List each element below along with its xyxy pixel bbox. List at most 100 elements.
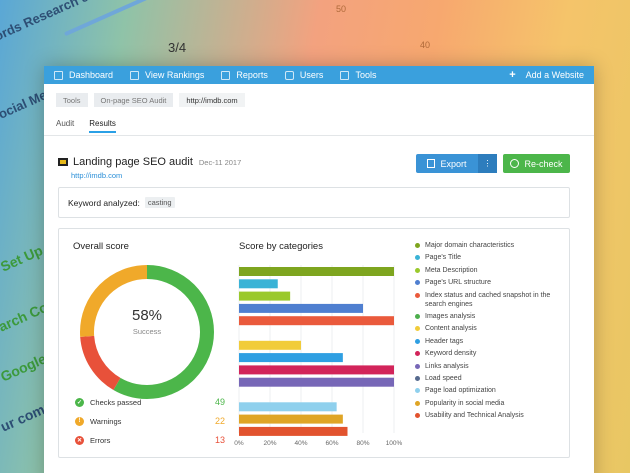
nav-label: View Rankings: [145, 70, 205, 80]
bar: [239, 365, 394, 375]
audit-url-link[interactable]: http://imdb.com: [71, 171, 123, 180]
nav-dashboard[interactable]: Dashboard: [54, 70, 113, 80]
nav-reports[interactable]: Reports: [221, 70, 268, 80]
legend-label: Usability and Technical Analysis: [425, 412, 524, 420]
legend-dot-icon: [415, 280, 420, 286]
legend-label: Load speed: [425, 374, 462, 382]
legend-item: Index status and cached snapshot in the …: [415, 291, 565, 309]
bar: [239, 279, 278, 289]
recheck-label: Re-check: [524, 158, 563, 169]
imdb-logo-icon: [58, 158, 68, 166]
score-status: Success: [132, 327, 162, 336]
overall-score-title: Overall score: [73, 241, 129, 252]
legend-label: Major domain characteristics: [425, 242, 515, 249]
x-tick-label: 60%: [325, 440, 338, 447]
x-tick-label: 80%: [356, 440, 369, 447]
results-panel: Overall score 58% Success ✓ Checks passe…: [58, 228, 570, 458]
x-tick-label: 100%: [386, 440, 403, 447]
app-window: Dashboard View Rankings Reports Users To…: [44, 66, 594, 473]
legend-item: Usability and Technical Analysis: [415, 411, 565, 420]
legend-label: Images analysis: [425, 312, 476, 320]
nav-label: Tools: [355, 70, 377, 80]
nav-view-rankings[interactable]: View Rankings: [130, 70, 204, 80]
bar: [239, 377, 394, 387]
categories-bar-chart: 0% 20% 40% 60% 80% 100%: [234, 265, 403, 447]
export-button[interactable]: Export ⋮: [416, 154, 497, 173]
legend-item: Page's URL structure: [415, 278, 565, 287]
legend-label: Links analysis: [425, 362, 469, 370]
x-tick-label: 0%: [234, 440, 244, 447]
legend-dot-icon: [415, 351, 420, 357]
export-icon: [427, 159, 436, 168]
tab-results[interactable]: Results: [89, 119, 116, 133]
legend-item: Major domain characteristics: [415, 241, 565, 250]
legend-dot-icon: [415, 363, 420, 369]
lock-icon: [284, 70, 294, 80]
breadcrumb-tools[interactable]: Tools: [56, 93, 88, 107]
bar: [239, 414, 343, 424]
stat-value: 13: [214, 435, 225, 445]
stat-label: Warnings: [90, 416, 122, 426]
stat-checks-passed: ✓ Checks passed 49: [75, 397, 225, 407]
breadcrumb-current: http://imdb.com: [179, 93, 245, 107]
top-nav: Dashboard View Rankings Reports Users To…: [44, 66, 594, 84]
stat-value: 22: [214, 416, 225, 426]
bar: [239, 267, 394, 276]
legend-dot-icon: [415, 338, 420, 344]
refresh-icon: [510, 159, 520, 168]
export-label: Export: [440, 158, 467, 169]
legend-item: Popularity in social media: [415, 399, 565, 408]
legend-item: Load speed: [415, 374, 565, 383]
export-main[interactable]: Export: [416, 154, 478, 173]
legend-label: Page load optimization: [425, 387, 496, 395]
legend-dot-icon: [415, 313, 420, 319]
nav-label: Users: [299, 70, 324, 80]
tools-icon: [340, 70, 350, 80]
legend-dot-icon: [415, 375, 420, 381]
keyword-value: casting: [144, 197, 175, 208]
warning-icon: !: [75, 416, 84, 426]
legend-dot-icon: [415, 388, 420, 394]
x-tick-label: 40%: [294, 440, 307, 447]
add-website-button[interactable]: + Add a Website: [509, 69, 584, 81]
bg-text: 50: [336, 4, 347, 14]
tab-audit[interactable]: Audit: [56, 119, 75, 128]
recheck-button[interactable]: Re-check: [503, 154, 570, 173]
report-icon: [221, 70, 231, 80]
bar: [239, 316, 394, 326]
legend-item: Page load optimization: [415, 386, 565, 395]
breadcrumb-seo-audit[interactable]: On-page SEO Audit: [93, 93, 174, 107]
legend-item: Keyword density: [415, 349, 565, 358]
bg-text: 40: [420, 40, 431, 50]
bar: [239, 426, 348, 436]
categories-legend: Major domain characteristics Page's Title…: [415, 241, 565, 423]
legend-item: Images analysis: [415, 312, 565, 321]
categories-chart-title: Score by categories: [239, 241, 323, 252]
legend-label: Page's Title: [425, 254, 461, 262]
tab-bar: Audit Results: [56, 119, 131, 133]
audit-heading: Landing page SEO audit Dec-11 2017: [58, 156, 241, 168]
bar: [239, 402, 337, 412]
legend-dot-icon: [415, 400, 420, 406]
legend-item: Links analysis: [415, 362, 565, 371]
legend-label: Keyword density: [425, 350, 477, 358]
nav-label: Reports: [236, 70, 268, 80]
score-percent: 58%: [131, 307, 163, 324]
export-menu-icon[interactable]: ⋮: [478, 154, 497, 173]
chart-icon: [130, 70, 140, 80]
keyword-panel: Keyword analyzed: casting: [58, 187, 570, 218]
legend-dot-icon: [415, 326, 420, 332]
legend-item: Header tags: [415, 337, 565, 346]
legend-dot-icon: [415, 243, 420, 248]
check-icon: ✓: [75, 397, 84, 407]
legend-label: Meta Description: [425, 266, 478, 274]
legend-item: Content analysis: [415, 324, 565, 333]
plus-icon: +: [509, 69, 516, 81]
page-title: Landing page SEO audit: [73, 156, 193, 168]
legend-dot-icon: [415, 413, 420, 419]
nav-users[interactable]: Users: [284, 70, 324, 80]
stat-value: 49: [214, 397, 225, 407]
nav-tools[interactable]: Tools: [340, 70, 376, 80]
x-tick-label: 20%: [263, 440, 276, 447]
legend-label: Header tags: [425, 337, 464, 345]
